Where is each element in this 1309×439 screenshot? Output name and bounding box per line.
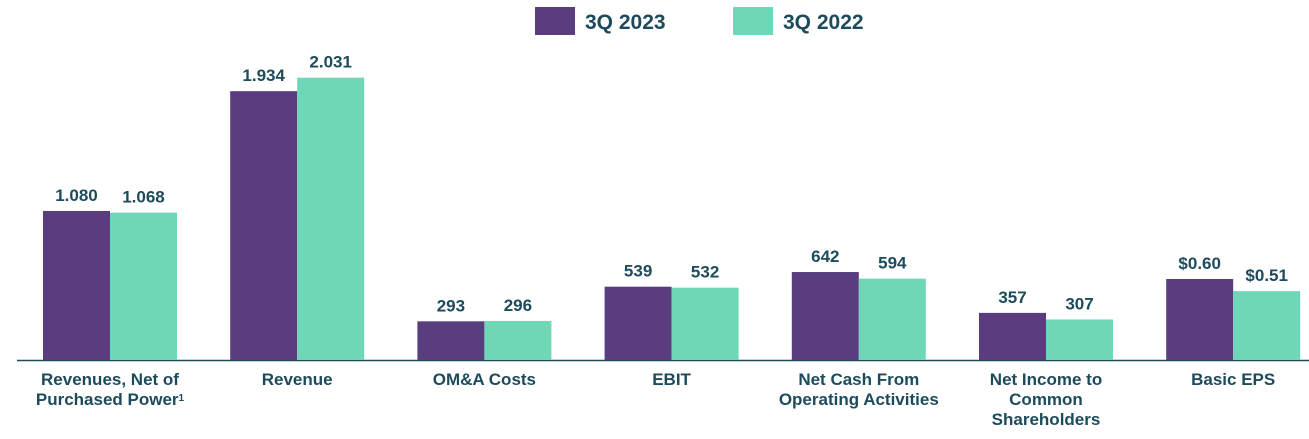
category-text: Net Cash From Operating Activities <box>778 370 939 409</box>
category-label: Basic EPS <box>1153 370 1309 390</box>
value-label: $0.60 <box>1178 254 1221 273</box>
value-label: 2.031 <box>309 53 352 72</box>
bar <box>791 272 859 360</box>
bar <box>110 212 177 360</box>
bar <box>1046 319 1113 360</box>
value-label: 1.068 <box>122 188 165 207</box>
value-label: 594 <box>878 254 907 273</box>
value-label: 1.080 <box>55 186 98 205</box>
category-text: OM&A Costs <box>432 370 537 389</box>
bar <box>484 320 552 360</box>
value-label: 642 <box>811 247 839 266</box>
bar <box>1233 291 1301 360</box>
value-label: 532 <box>691 263 719 282</box>
category-text: Revenues, Net of Purchased Power <box>35 370 179 409</box>
bar <box>1166 279 1234 360</box>
legend-label: 3Q 2022 <box>783 11 864 34</box>
bar <box>979 312 1046 360</box>
category-label: EBIT <box>592 370 752 390</box>
category-text: EBIT <box>652 370 691 389</box>
value-label: 539 <box>624 262 652 281</box>
category-label: Net Income to Common Shareholders <box>966 370 1126 430</box>
category-label: Revenues, Net of Purchased Power1 <box>30 370 190 410</box>
footnote-marker: 1 <box>178 393 185 404</box>
bar <box>230 91 298 360</box>
value-label: 357 <box>998 288 1026 307</box>
legend-swatch <box>535 7 575 35</box>
category-label: Net Cash From Operating Activities <box>779 370 939 410</box>
bar <box>858 278 926 360</box>
category-text: Basic EPS <box>1191 370 1276 389</box>
legend-swatch <box>733 7 773 35</box>
category-label: Revenue <box>217 370 377 390</box>
legend-label: 3Q 2023 <box>585 11 666 34</box>
bar <box>417 321 485 360</box>
bar <box>43 210 110 360</box>
category-label: OM&A Costs <box>404 370 564 390</box>
value-label: 1.934 <box>242 66 285 85</box>
category-text: Net Income to Common Shareholders <box>989 370 1103 429</box>
category-text: Revenue <box>261 370 333 389</box>
bar <box>297 77 365 360</box>
value-label: $0.51 <box>1245 266 1288 285</box>
bar <box>671 287 739 360</box>
bar <box>604 286 672 360</box>
value-label: 307 <box>1065 294 1093 313</box>
value-label: 293 <box>437 296 465 315</box>
value-label: 296 <box>504 296 532 315</box>
